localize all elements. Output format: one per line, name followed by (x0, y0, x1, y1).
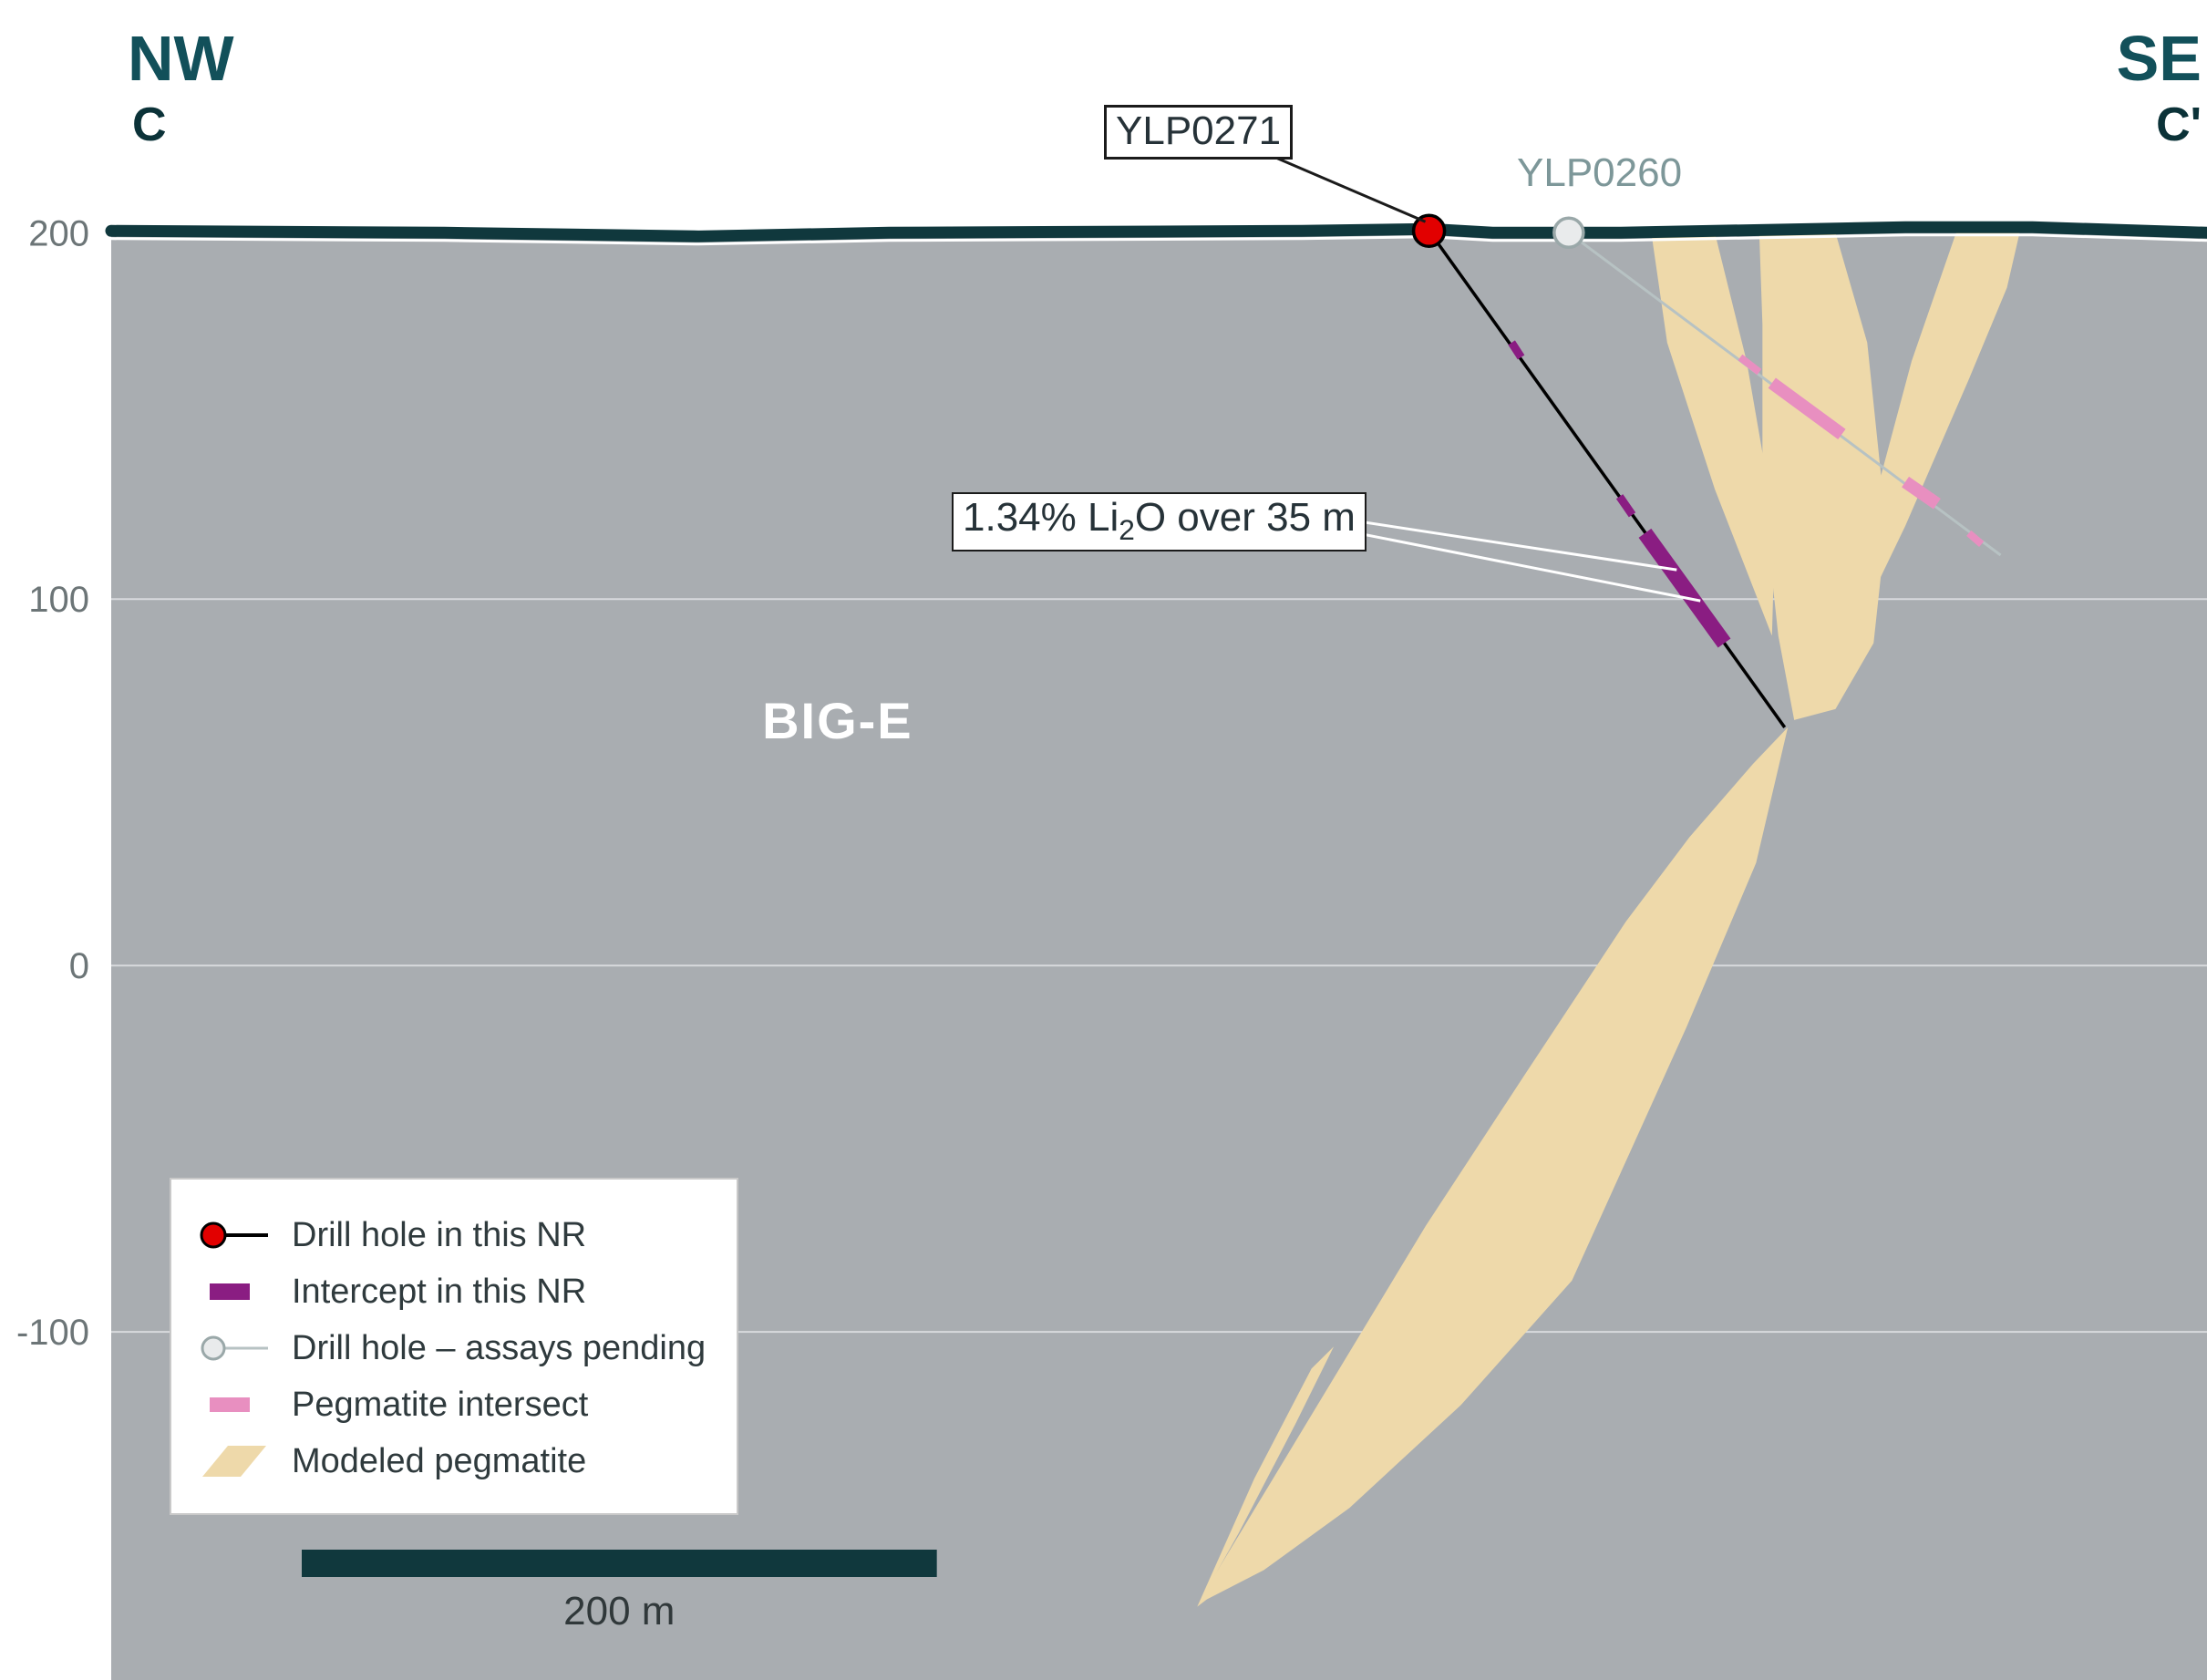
legend-label: Pegmatite intersect (292, 1386, 588, 1425)
corner-label-nw: NW (128, 23, 234, 94)
callout-leader-drillhole (1259, 150, 1426, 222)
assay-callout-sub: 2 (1119, 513, 1135, 546)
y-axis-tick-label: 100 (28, 580, 89, 620)
legend-label: Drill hole in this NR (292, 1216, 586, 1255)
y-axis-tick-label: 0 (69, 946, 89, 986)
section-end-label-c: C (132, 98, 167, 151)
legend: Drill hole in this NR Intercept in this N… (170, 1178, 738, 1515)
drill-collar-pending (1554, 218, 1583, 247)
drillhole-id-text-ylp0271: YLP0271 (1116, 108, 1281, 153)
legend-swatch (197, 1327, 272, 1369)
legend-label: Intercept in this NR (292, 1273, 586, 1312)
legend-swatch (197, 1214, 272, 1256)
corner-label-se: SE (2117, 23, 2202, 94)
assay-callout: 1.34% Li2O over 35 m (952, 492, 1366, 551)
legend-swatch-drill-pending-icon (197, 1327, 272, 1369)
legend-swatch-pegmatite-intersect-icon (197, 1384, 272, 1426)
drillhole-id-callout-ylp0271: YLP0271 (1104, 105, 1293, 160)
legend-label: Drill hole – assays pending (292, 1329, 706, 1368)
drillhole-id-text-ylp0260: YLP0260 (1517, 150, 1682, 195)
scale-bar-label: 200 m (563, 1589, 675, 1634)
assay-callout-pre: 1.34% Li (963, 495, 1119, 540)
intercept-pending (1810, 408, 1817, 416)
legend-row: Pegmatite intersect (197, 1376, 706, 1433)
legend-row: Drill hole – assays pending (197, 1320, 706, 1376)
scale-bar (302, 1550, 937, 1577)
legend-swatch-modeled-pegmatite-icon (197, 1440, 272, 1482)
legend-swatch (197, 1271, 272, 1313)
assay-callout-post: O over 35 m (1135, 495, 1356, 540)
legend-row: Modeled pegmatite (197, 1433, 706, 1489)
legend-swatch (197, 1440, 272, 1482)
legend-label: Modeled pegmatite (292, 1442, 586, 1481)
legend-swatch-intercept-nr-icon (197, 1271, 272, 1313)
legend-row: Drill hole in this NR (197, 1207, 706, 1263)
section-end-label-cprime: C' (2156, 98, 2202, 151)
legend-swatch-drill-nr-icon (197, 1214, 272, 1256)
legend-row: Intercept in this NR (197, 1263, 706, 1320)
legend-swatch (197, 1384, 272, 1426)
y-axis-tick-label: -100 (16, 1313, 89, 1353)
y-axis-tick-label: 200 (28, 213, 89, 253)
zone-label: BIG-E (762, 692, 913, 749)
drillhole-id-label-ylp0260: YLP0260 (1517, 150, 1682, 196)
